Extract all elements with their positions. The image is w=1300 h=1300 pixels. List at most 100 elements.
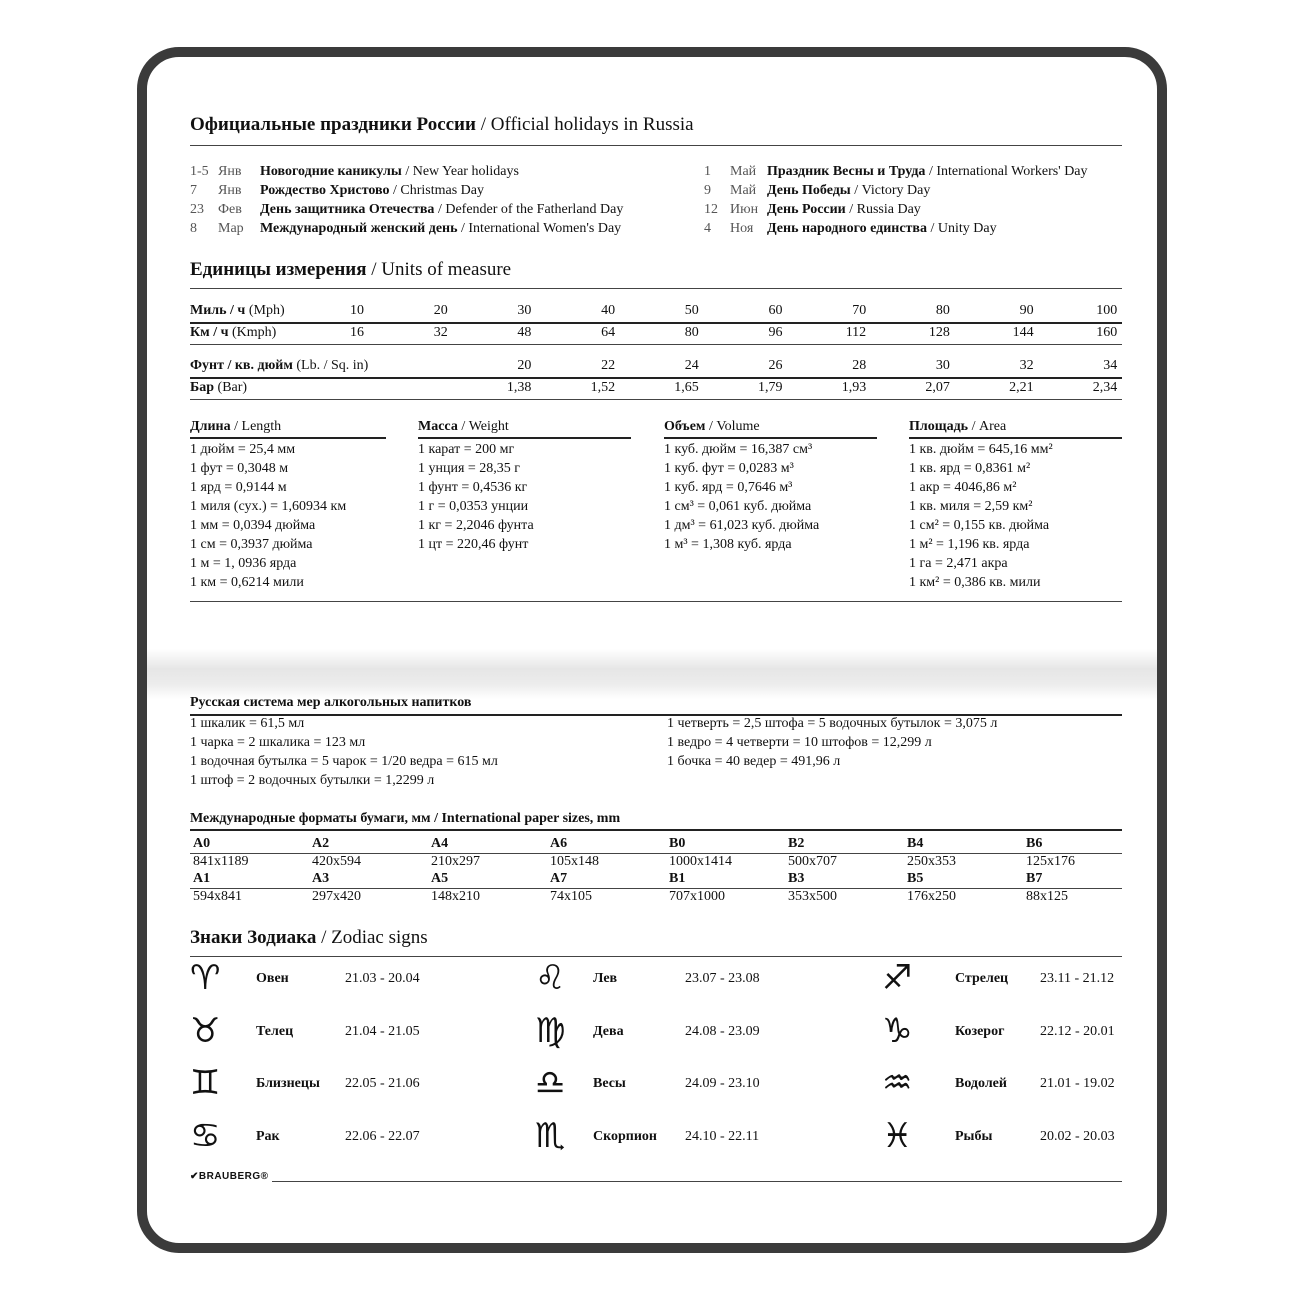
conversion-item: 1 м³ = 1,308 куб. ярда xyxy=(664,537,792,552)
table-cell: 30 xyxy=(517,303,532,318)
title-ru: Официальные праздники России xyxy=(190,114,476,135)
table-cell: 48 xyxy=(517,325,532,340)
table-cell: 2,34 xyxy=(1092,380,1118,395)
zodiac-name: Весы xyxy=(593,1076,626,1091)
holiday-day: 1-5 xyxy=(190,164,209,179)
holiday-day: 8 xyxy=(190,221,197,236)
table-row-label: Км / ч (Kmph) xyxy=(190,325,276,341)
zodiac-dates: 24.09 - 23.10 xyxy=(685,1076,760,1091)
paper-size: 125x176 xyxy=(1026,854,1075,869)
table-cell: 34 xyxy=(1103,358,1118,373)
paper-size: 297x420 xyxy=(312,889,361,904)
paper-format: A2 xyxy=(312,836,330,851)
holiday-month: Янв xyxy=(218,164,242,179)
title-ru: Единицы измерения xyxy=(190,259,367,280)
unit-group-header: Площадь / Area xyxy=(909,419,1006,435)
conversion-item: 1 км² = 0,386 кв. мили xyxy=(909,575,1041,590)
holiday-name-ru: День Победы xyxy=(767,183,851,198)
table-cell: 64 xyxy=(601,325,616,340)
zodiac-name: Телец xyxy=(256,1023,294,1039)
paper-format: B7 xyxy=(1026,871,1043,886)
holiday-month: Май xyxy=(730,164,757,179)
group-ru: Площадь xyxy=(909,419,969,434)
table-cell: 2,21 xyxy=(1009,380,1034,395)
table-cell: 28 xyxy=(852,358,867,373)
group-en: / Area xyxy=(968,419,1007,434)
paper-format: A4 xyxy=(431,836,449,851)
holiday-name-ru: День России xyxy=(767,202,846,217)
table-cell: 112 xyxy=(845,325,867,340)
holiday-name-en: / International Workers' Day xyxy=(925,164,1088,179)
paper-size: 500x707 xyxy=(788,854,837,869)
conversion-item: 1 миля (сух.) = 1,60934 км xyxy=(190,499,347,514)
paper-format: A7 xyxy=(550,871,568,886)
conversion-item: 1 ярд = 0,9144 м xyxy=(190,480,287,495)
paper-size: 707x1000 xyxy=(669,889,725,904)
conversion-item: 1 кв. ярд = 0,8361 м² xyxy=(909,461,1031,476)
holiday-month: Янв xyxy=(218,183,242,198)
zodiac-name: Близнецы xyxy=(256,1076,320,1091)
table-cell: 20 xyxy=(433,303,448,318)
unit-ru: Миль / ч xyxy=(190,303,246,318)
holiday-day: 9 xyxy=(704,183,711,198)
table-cell: 1,38 xyxy=(506,380,532,395)
holiday-month: Май xyxy=(730,183,757,198)
holiday-day: 1 xyxy=(704,164,711,179)
zodiac-name: Лев xyxy=(593,971,618,986)
divider xyxy=(909,437,1122,439)
zodiac-name: Овен xyxy=(256,971,289,986)
title-ru: Знаки Зодиака xyxy=(190,927,317,948)
alcohol-title: Русская система мер алкогольных напитков xyxy=(190,695,472,710)
alcohol-item: 1 четверть = 2,5 штофа = 5 водочных буты… xyxy=(667,716,998,731)
holiday-name-ru: Международный женский день xyxy=(260,221,458,236)
paper-format: B0 xyxy=(669,836,686,851)
table-cell: 22 xyxy=(601,358,616,373)
paper-format: A3 xyxy=(312,871,330,886)
divider xyxy=(272,1181,1122,1182)
holiday-name-ru: Праздник Весны и Труда xyxy=(767,164,926,179)
conversion-item: 1 карат = 200 мг xyxy=(418,442,515,457)
alcohol-item: 1 бочка = 40 ведер = 491,96 л xyxy=(667,754,841,769)
holiday-name: День народного единства / Unity Day xyxy=(767,221,997,237)
conversion-item: 1 г = 0,0353 унции xyxy=(418,499,529,514)
conversion-item: 1 кв. миля = 2,59 км² xyxy=(909,499,1033,514)
table-cell: 96 xyxy=(768,325,783,340)
zodiac-name: Дева xyxy=(593,1023,624,1039)
table-cell: 80 xyxy=(935,303,950,318)
taurus-icon: ♉ xyxy=(190,1010,221,1051)
zodiac-title: Знаки Зодиака / Zodiac signs xyxy=(190,927,428,949)
divider xyxy=(664,437,877,439)
conversion-item: 1 фут = 0,3048 м xyxy=(190,461,289,476)
libra-icon: ♎ xyxy=(535,1063,566,1103)
zodiac-dates: 21.04 - 21.05 xyxy=(345,1023,420,1039)
conversion-item: 1 м² = 1,196 кв. ярда xyxy=(909,537,1030,552)
zodiac-name: Водолей xyxy=(955,1076,1007,1091)
holiday-name-en: / International Women's Day xyxy=(457,221,622,236)
paper-size: 74x105 xyxy=(550,889,592,904)
holiday-day: 12 xyxy=(704,202,718,217)
divider xyxy=(190,829,1122,831)
holiday-month: Фев xyxy=(218,202,242,217)
holiday-name-en: / New Year holidays xyxy=(401,164,519,179)
group-ru: Масса xyxy=(418,419,458,434)
group-en: / Weight xyxy=(457,419,509,434)
paper-format: B6 xyxy=(1026,836,1043,851)
page-fold xyxy=(147,649,1157,699)
units-title: Единицы измерения / Units of measure xyxy=(190,259,511,281)
unit-group-header: Длина / Length xyxy=(190,419,281,435)
paper-format: B1 xyxy=(669,871,686,886)
zodiac-name: Козерог xyxy=(955,1023,1005,1039)
table-cell: 20 xyxy=(517,358,532,373)
table-cell: 70 xyxy=(852,303,867,318)
holiday-month: Мар xyxy=(218,221,244,236)
group-en: / Volume xyxy=(705,419,760,434)
table-cell: 80 xyxy=(684,325,699,340)
paper-size: 88x125 xyxy=(1026,889,1068,904)
table-cell: 50 xyxy=(684,303,699,318)
holiday-name-en: / Defender of the Fatherland Day xyxy=(434,202,624,217)
alcohol-item: 1 ведро = 4 четверти = 10 штофов = 12,29… xyxy=(667,735,932,750)
sagittarius-icon: ♐ xyxy=(882,958,913,998)
conversion-item: 1 м = 1, 0936 ярда xyxy=(190,556,297,571)
table-cell: 16 xyxy=(350,325,364,340)
table-row-label: Миль / ч (Mph) xyxy=(190,303,285,319)
